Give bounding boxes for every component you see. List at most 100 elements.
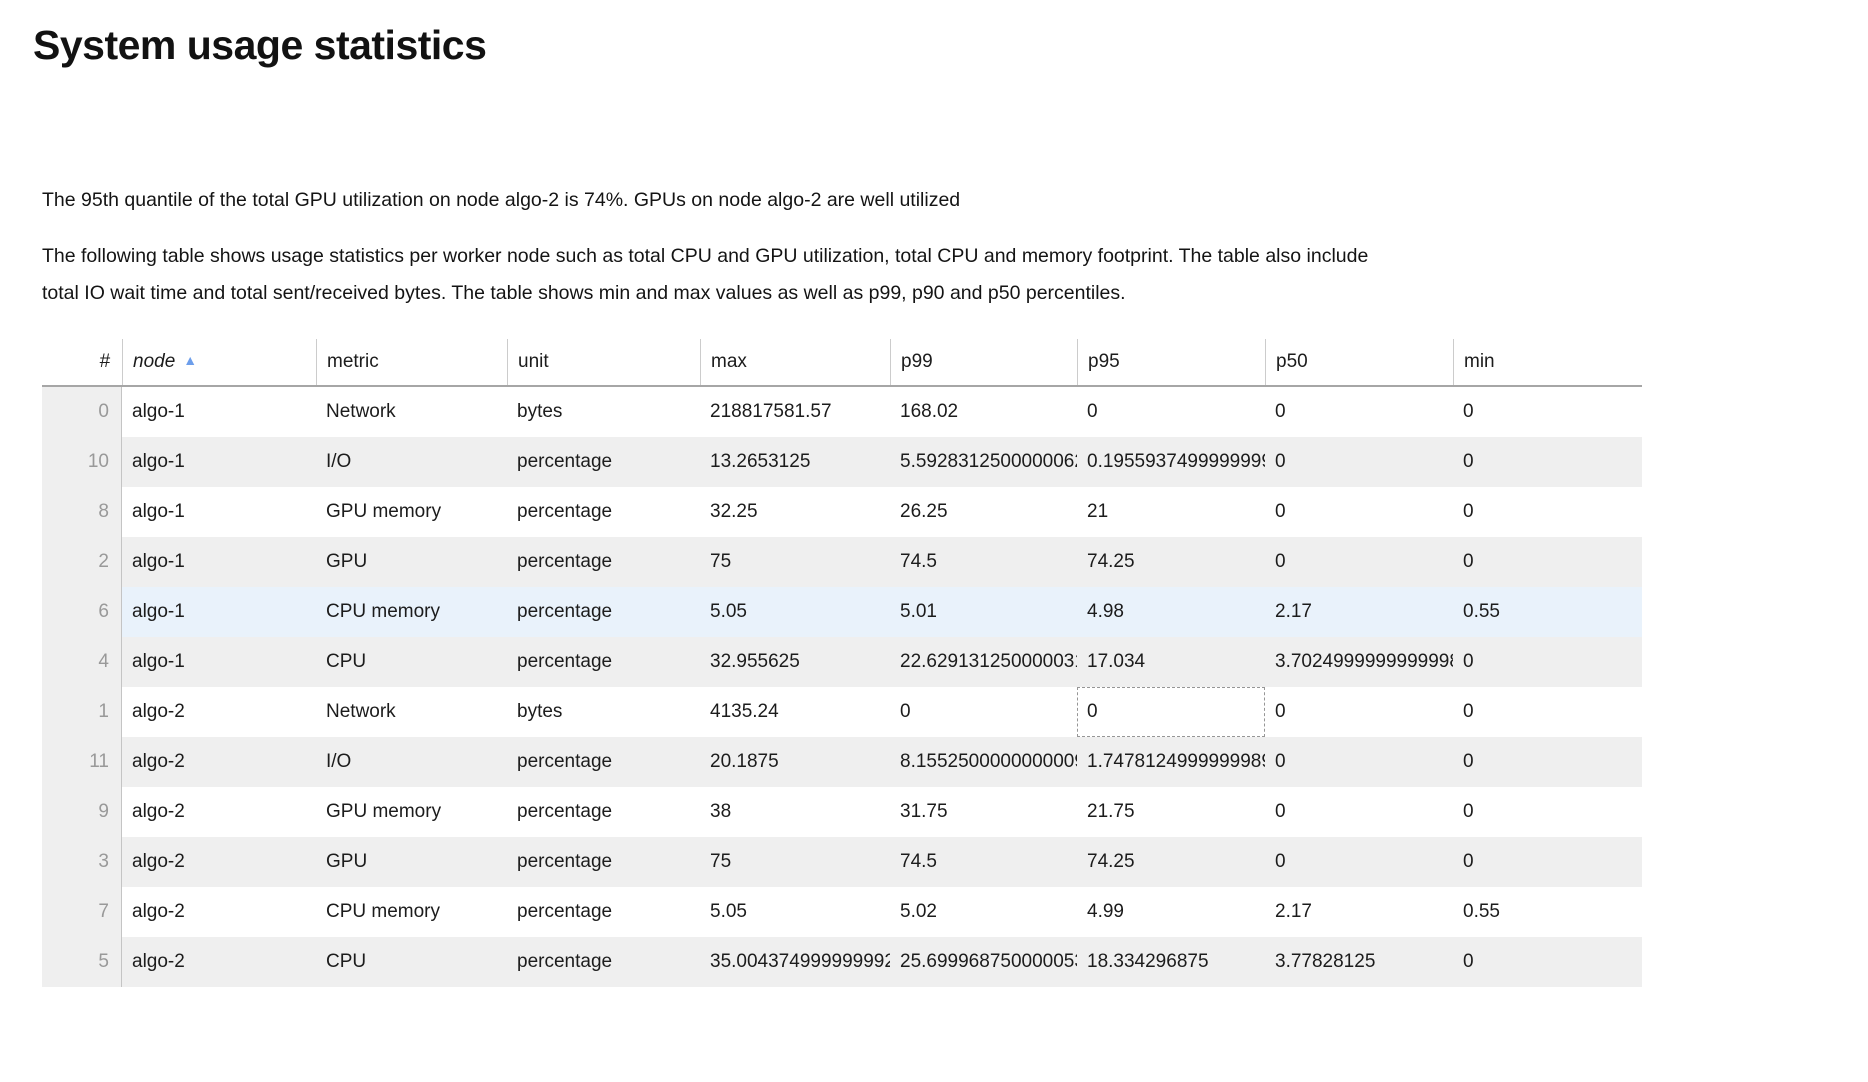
cell-p99[interactable]: 5.59283125000000625: [900, 451, 1077, 472]
cell-max[interactable]: 5.05: [710, 601, 747, 622]
column-header-min[interactable]: min: [1453, 339, 1642, 385]
cell-p99[interactable]: 22.6291312500000312: [900, 651, 1077, 672]
cell-unit[interactable]: percentage: [517, 451, 613, 472]
table-row[interactable]: 7 algo-2 CPU memory percentage 5.05 5.02 4.99 2…: [42, 887, 1642, 937]
cell-max[interactable]: 32.955625: [710, 651, 800, 672]
row-number-cell[interactable]: 9: [42, 787, 122, 837]
cell-min[interactable]: 0.55: [1463, 901, 1500, 922]
cell-metric[interactable]: I/O: [326, 451, 352, 472]
cell-p99[interactable]: 25.6999687500000534: [900, 951, 1077, 972]
cell-node[interactable]: algo-1: [132, 501, 185, 522]
cell-metric[interactable]: Network: [326, 701, 396, 722]
cell-max[interactable]: 20.1875: [710, 751, 779, 772]
table-row[interactable]: 5 algo-2 CPU percentage 35.0043749999999927 2…: [42, 937, 1642, 987]
column-header-max[interactable]: max: [700, 339, 890, 385]
cell-node[interactable]: algo-1: [132, 601, 185, 622]
cell-max[interactable]: 32.25: [710, 501, 758, 522]
cell-metric[interactable]: I/O: [326, 751, 352, 772]
table-row[interactable]: 3 algo-2 GPU percentage 75 74.5 74.25 0 0: [42, 837, 1642, 887]
column-header-metric[interactable]: metric: [316, 339, 507, 385]
table-row[interactable]: 11 algo-2 I/O percentage 20.1875 8.1552500000…: [42, 737, 1642, 787]
row-number-cell[interactable]: 4: [42, 637, 122, 687]
table-row[interactable]: 0 algo-1 Network bytes 218817581.57 168.02 0 0 0: [42, 387, 1642, 437]
cell-p50[interactable]: 0: [1275, 451, 1286, 472]
cell-p50[interactable]: 0: [1275, 551, 1286, 572]
cell-metric[interactable]: CPU: [326, 651, 367, 672]
cell-metric[interactable]: GPU memory: [326, 801, 442, 822]
cell-p50[interactable]: 2.17: [1275, 601, 1312, 622]
cell-unit[interactable]: bytes: [517, 701, 563, 722]
cell-node[interactable]: algo-1: [132, 551, 185, 572]
column-header-row-number[interactable]: #: [42, 339, 122, 385]
column-header-p50[interactable]: p50: [1265, 339, 1453, 385]
cell-node[interactable]: algo-2: [132, 851, 185, 872]
cell-node[interactable]: algo-2: [132, 751, 185, 772]
cell-p95[interactable]: 0: [1087, 401, 1098, 422]
column-header-unit[interactable]: unit: [507, 339, 700, 385]
cell-p95[interactable]: 0: [1077, 687, 1265, 737]
cell-min[interactable]: 0: [1463, 851, 1474, 872]
cell-unit[interactable]: percentage: [517, 601, 613, 622]
cell-node[interactable]: algo-1: [132, 651, 185, 672]
cell-p95[interactable]: 21.75: [1087, 801, 1135, 822]
cell-p50[interactable]: 3.70249999999999985: [1275, 651, 1453, 672]
cell-p99[interactable]: 5.02: [900, 901, 937, 922]
cell-max[interactable]: 218817581.57: [710, 401, 832, 422]
cell-p95[interactable]: 0.19559374999999997: [1087, 451, 1265, 472]
cell-p50[interactable]: 0: [1275, 851, 1286, 872]
cell-metric[interactable]: CPU memory: [326, 901, 441, 922]
cell-p50[interactable]: 0: [1275, 701, 1286, 722]
cell-p99[interactable]: 5.01: [900, 601, 937, 622]
cell-min[interactable]: 0: [1463, 701, 1474, 722]
cell-unit[interactable]: percentage: [517, 801, 613, 822]
cell-unit[interactable]: percentage: [517, 751, 613, 772]
table-row[interactable]: 10 algo-1 I/O percentage 13.2653125 5.5928312…: [42, 437, 1642, 487]
cell-node[interactable]: algo-2: [132, 701, 185, 722]
cell-node[interactable]: algo-2: [132, 901, 185, 922]
cell-unit[interactable]: percentage: [517, 651, 613, 672]
cell-p99[interactable]: 168.02: [900, 401, 959, 422]
cell-p99[interactable]: 0: [900, 701, 911, 722]
cell-p50[interactable]: 2.17: [1275, 901, 1312, 922]
cell-min[interactable]: 0: [1463, 451, 1474, 472]
cell-p50[interactable]: 3.77828125: [1275, 951, 1376, 972]
row-number-cell[interactable]: 10: [42, 437, 122, 487]
cell-p99[interactable]: 8.15525000000000091: [900, 751, 1077, 772]
cell-metric[interactable]: GPU: [326, 551, 368, 572]
row-number-cell[interactable]: 2: [42, 537, 122, 587]
cell-unit[interactable]: bytes: [517, 401, 563, 422]
cell-min[interactable]: 0: [1463, 551, 1474, 572]
cell-min[interactable]: 0: [1463, 401, 1474, 422]
cell-min[interactable]: 0: [1463, 751, 1474, 772]
cell-p95[interactable]: 74.25: [1087, 851, 1135, 872]
cell-p95[interactable]: 18.334296875: [1087, 951, 1209, 972]
cell-max[interactable]: 75: [710, 851, 732, 872]
column-header-p99[interactable]: p99: [890, 339, 1077, 385]
cell-min[interactable]: 0: [1463, 951, 1474, 972]
cell-p95[interactable]: 17.034: [1087, 651, 1146, 672]
table-row[interactable]: 8 algo-1 GPU memory percentage 32.25 26.25 21 0…: [42, 487, 1642, 537]
cell-p50[interactable]: 0: [1275, 501, 1286, 522]
cell-p50[interactable]: 0: [1275, 801, 1286, 822]
cell-p95[interactable]: 4.98: [1087, 601, 1124, 622]
cell-p99[interactable]: 31.75: [900, 801, 948, 822]
row-number-cell[interactable]: 0: [42, 387, 122, 437]
cell-max[interactable]: 35.0043749999999927: [710, 951, 890, 972]
table-row[interactable]: 4 algo-1 CPU percentage 32.955625 22.62913125…: [42, 637, 1642, 687]
column-header-node[interactable]: node ▲: [122, 339, 316, 385]
cell-max[interactable]: 5.05: [710, 901, 747, 922]
cell-p95[interactable]: 21: [1087, 501, 1109, 522]
table-row[interactable]: 2 algo-1 GPU percentage 75 74.5 74.25 0 0: [42, 537, 1642, 587]
row-number-cell[interactable]: 11: [42, 737, 122, 787]
cell-p95[interactable]: 4.99: [1087, 901, 1124, 922]
cell-p95[interactable]: 74.25: [1087, 551, 1135, 572]
table-row[interactable]: 6 algo-1 CPU memory percentage 5.05 5.01 4.98 2…: [42, 587, 1642, 637]
cell-p99[interactable]: 74.5: [900, 851, 937, 872]
cell-unit[interactable]: percentage: [517, 551, 613, 572]
cell-max[interactable]: 38: [710, 801, 732, 822]
cell-metric[interactable]: CPU: [326, 951, 367, 972]
cell-node[interactable]: algo-1: [132, 451, 185, 472]
cell-max[interactable]: 75: [710, 551, 732, 572]
cell-max[interactable]: 4135.24: [710, 701, 779, 722]
row-number-cell[interactable]: 3: [42, 837, 122, 887]
